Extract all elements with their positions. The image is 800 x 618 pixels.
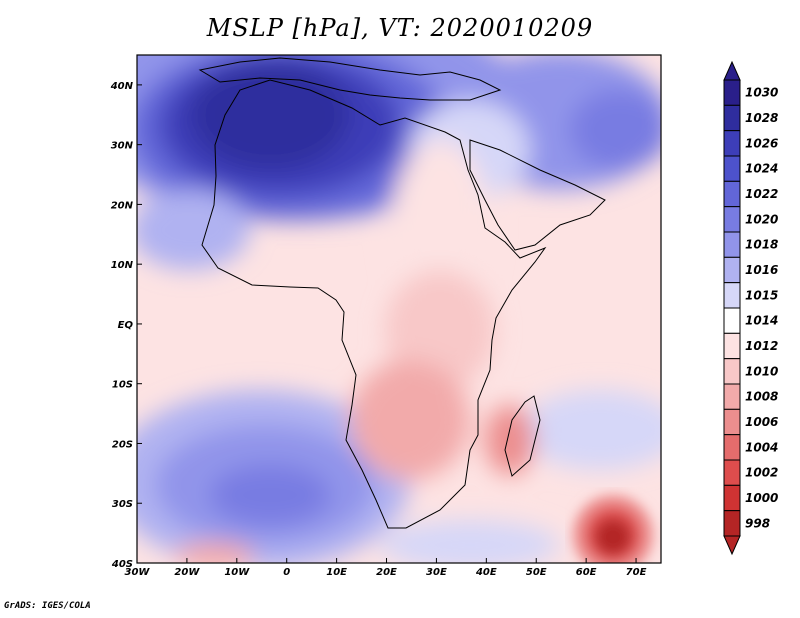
colorbar-swatch — [723, 155, 741, 182]
y-tick-label: 10N — [111, 260, 134, 271]
arabia-coastline — [469, 139, 606, 251]
colorbar-swatch — [723, 510, 741, 537]
colorbar-label: 1022 — [745, 187, 778, 201]
colorbar-label: 1024 — [745, 162, 778, 176]
x-tick-label: 20E — [376, 567, 397, 578]
y-tick-label: 20S — [112, 439, 133, 450]
colorbar-swatch — [723, 79, 741, 106]
colorbar-swatch — [723, 307, 741, 334]
colorbar-label: 1020 — [745, 212, 778, 226]
colorbar-label: 1000 — [745, 491, 778, 505]
colorbar-label: 1014 — [745, 314, 778, 328]
x-tick-label: 30E — [426, 567, 447, 578]
x-tick-label: 0 — [283, 567, 290, 578]
colorbar-swatch — [723, 104, 741, 132]
europe-coastline — [198, 57, 502, 101]
africa-coastline — [201, 79, 547, 529]
colorbar: 1030 1028 1026 1024 1022 1020 1018 1016 1015 1014… — [723, 60, 778, 556]
colorbar-swatch — [723, 332, 741, 360]
colorbar-swatch — [723, 130, 741, 157]
colorbar-label: 1016 — [745, 263, 778, 277]
x-tick-label: 40E — [475, 567, 497, 578]
y-tick-label: 20N — [111, 200, 134, 211]
colorbar-label: 1015 — [745, 288, 778, 302]
grads-credit: GrADS: IGES/COLA — [4, 601, 91, 611]
x-tick-label: 30W — [125, 567, 151, 578]
colorbar-label: 1018 — [745, 238, 778, 252]
x-tick-label: 50E — [526, 567, 547, 578]
colorbar-swatch — [723, 459, 741, 486]
colorbar-label: 1006 — [745, 415, 778, 429]
colorbar-label: 1010 — [745, 364, 778, 378]
colorbar-swatch — [723, 408, 741, 436]
colorbar-swatch — [723, 231, 741, 258]
x-tick-label: 10W — [224, 567, 250, 578]
y-tick-label: 10S — [112, 380, 133, 391]
colorbar-label: 1026 — [745, 136, 778, 150]
y-tick-label: 30N — [111, 141, 134, 152]
colorbar-swatch — [723, 282, 741, 309]
x-axis: 30W 20W 10W 0 10E 20E 30E 40E 50E 60E 70E — [125, 558, 647, 578]
colorbar-top-arrow — [723, 60, 741, 81]
plot-frame — [136, 54, 662, 564]
coastlines — [198, 57, 606, 529]
colorbar-swatch — [723, 484, 741, 512]
colorbar-label: 1004 — [745, 440, 778, 454]
colorbar-bottom-arrow — [723, 535, 741, 556]
y-tick-label: 40S — [111, 559, 133, 570]
colorbar-label: 1012 — [745, 339, 778, 353]
colorbar-swatch — [723, 256, 741, 284]
colorbar-swatch — [723, 180, 741, 208]
colorbar-label: 1030 — [745, 86, 778, 100]
y-tick-label: 30S — [112, 499, 133, 510]
x-tick-label: 60E — [576, 567, 597, 578]
y-tick-label: 40N — [110, 81, 134, 92]
x-tick-label: 70E — [626, 567, 647, 578]
colorbar-swatch — [723, 206, 741, 233]
colorbar-swatch — [723, 383, 741, 410]
colorbar-swatch — [723, 358, 741, 385]
madagascar-coastline — [504, 395, 541, 477]
y-tick-label: EQ — [118, 320, 134, 331]
y-axis: 40S 30S 20S 10S EQ 10N 20N 30N 40N — [110, 81, 142, 570]
x-tick-label: 20W — [174, 567, 200, 578]
colorbar-label: 1028 — [745, 111, 778, 125]
colorbar-label: 998 — [745, 516, 770, 530]
colorbar-swatch — [723, 434, 741, 461]
colorbar-label: 1008 — [745, 390, 778, 404]
colorbar-label: 1002 — [745, 466, 778, 480]
map-title: MSLP [hPa], VT: 2020010209 — [206, 14, 594, 42]
x-tick-label: 10E — [326, 567, 347, 578]
pressure-field — [137, 55, 661, 563]
